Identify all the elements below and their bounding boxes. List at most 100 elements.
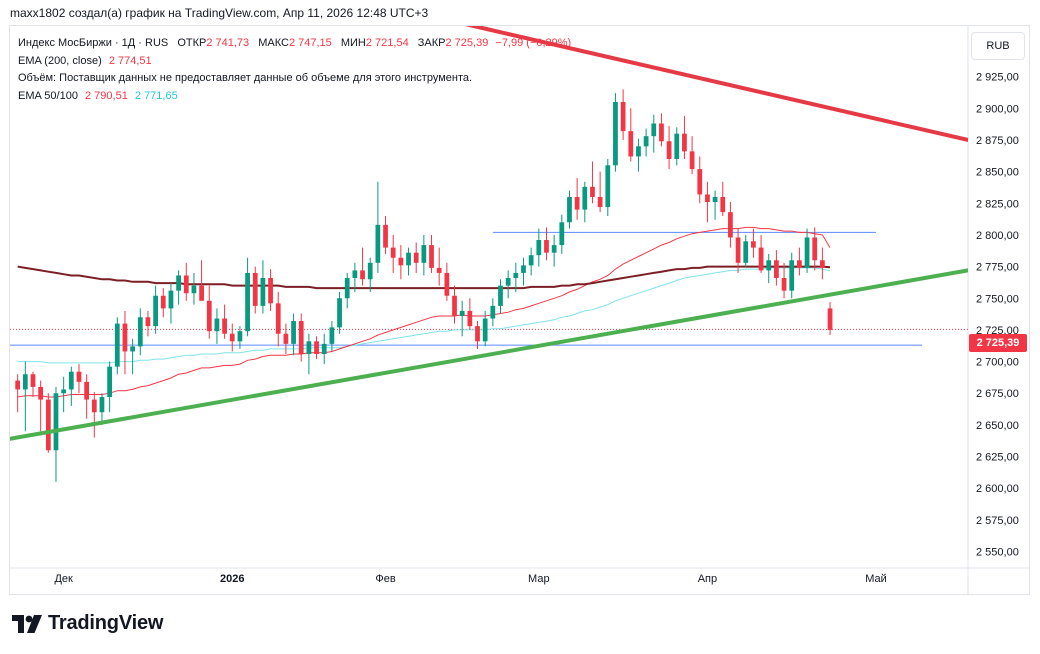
candle-body	[114, 323, 120, 367]
currency-button[interactable]: RUB	[971, 32, 1025, 60]
candle-body	[68, 371, 74, 390]
candle-body	[191, 285, 197, 294]
y-tick-label: 2 900,00	[976, 103, 1019, 115]
candle-body	[597, 196, 603, 208]
candle-body	[582, 186, 588, 210]
candle-body	[475, 326, 480, 342]
y-tick-label: 2 675,00	[976, 388, 1019, 400]
candle-body	[76, 371, 82, 382]
candle-body	[766, 260, 772, 271]
candle-body	[613, 101, 618, 166]
candle-body	[367, 262, 373, 280]
tradingview-logo-icon	[12, 614, 42, 633]
legend-ema100-value: 2 771,65	[134, 89, 178, 102]
legend-ema200-label[interactable]: EMA (200, close)	[18, 54, 102, 67]
candle-body	[728, 212, 733, 238]
candle-body	[567, 196, 572, 223]
candle-body	[789, 260, 795, 291]
legend-close-value: 2 725,39	[445, 37, 489, 49]
candle-body	[352, 270, 358, 279]
candle-body	[429, 245, 434, 268]
legend-ema50100-label[interactable]: EMA 50/100	[18, 89, 78, 102]
y-tick-label: 2 600,00	[976, 483, 1019, 495]
y-tick-label: 2 850,00	[976, 167, 1019, 179]
x-tick-label: Апр	[698, 573, 717, 585]
candle-body	[689, 151, 695, 170]
candle-body	[15, 380, 21, 390]
candle-body	[314, 341, 319, 354]
legend-volume-row: Объём: Поставщик данных не предоставляет…	[18, 70, 571, 88]
legend-symbol[interactable]: Индекс МосБиржи · 1Д · RUS	[18, 37, 169, 49]
candle-body	[229, 333, 235, 342]
legend-volume-text[interactable]: Объём: Поставщик данных не предоставляет…	[18, 72, 473, 84]
candle-body	[321, 343, 327, 354]
candle-body	[482, 318, 488, 342]
legend-close-label: ЗАКР	[417, 37, 446, 49]
legend-change: −7,99 (−0,29%)	[495, 37, 572, 49]
y-tick-label: 2 925,00	[976, 72, 1019, 84]
candle-body	[61, 389, 67, 394]
candle-body	[720, 196, 726, 213]
candle-body	[160, 295, 166, 309]
candle-body	[659, 123, 664, 142]
x-tick-label: Май	[865, 573, 887, 585]
candle-body	[559, 222, 565, 246]
legend-ema200-row: EMA (200, close) 2 774,51	[18, 53, 571, 71]
ema50-line	[17, 226, 831, 398]
candle-body	[797, 260, 802, 268]
candle-body	[337, 298, 342, 328]
chart-caption: maxx1802 создал(а) график на TradingView…	[10, 6, 429, 20]
candle-body	[206, 300, 212, 332]
candle-body	[344, 278, 350, 299]
candle-body	[252, 272, 258, 306]
legend-open-value: 2 741,73	[206, 37, 250, 49]
legend-ema50100-row: EMA 50/100 2 790,51 2 771,65	[18, 88, 571, 106]
candle-body	[176, 275, 181, 291]
candle-body	[99, 397, 105, 413]
candle-body	[636, 146, 641, 157]
green-trendline	[10, 268, 968, 441]
candle-body	[168, 290, 174, 309]
candle-body	[544, 240, 549, 253]
candle-body	[674, 133, 680, 159]
candle-body	[245, 272, 250, 332]
candle-body	[268, 278, 273, 304]
candle-body	[505, 278, 511, 286]
candle-body	[774, 260, 779, 279]
candle-body	[260, 278, 266, 306]
candle-body	[53, 393, 59, 451]
candle-body	[406, 252, 411, 266]
candle-body	[758, 247, 764, 271]
candle-body	[551, 245, 557, 253]
candle-body	[398, 257, 404, 266]
x-tick-label: Фев	[375, 573, 395, 585]
x-tick-label: 2026	[220, 573, 244, 585]
candle-body	[360, 270, 365, 280]
candle-body	[751, 241, 756, 248]
chart-legend: Индекс МосБиржи · 1Д · RUS ОТКР2 741,73 …	[18, 35, 571, 105]
candle-body	[459, 310, 465, 316]
tradingview-logo[interactable]: TradingView	[12, 612, 163, 635]
legend-ema200-value: 2 774,51	[108, 54, 152, 67]
candle-body	[22, 374, 28, 390]
candle-body	[697, 169, 703, 195]
y-tick-label: 2 775,00	[976, 262, 1019, 274]
legend-high-label: МАКС	[258, 37, 289, 49]
candle-body	[291, 321, 296, 344]
candle-body	[605, 165, 611, 208]
candle-body	[413, 252, 419, 263]
legend-low-label: МИН	[340, 37, 366, 49]
candle-body	[84, 381, 90, 400]
candle-body	[183, 275, 189, 294]
y-tick-label: 2 750,00	[976, 293, 1019, 305]
ema100-line	[17, 267, 831, 364]
candle-body	[122, 323, 128, 352]
candle-body	[283, 333, 289, 344]
legend-high-value: 2 747,15	[288, 37, 332, 49]
x-tick-label: Дек	[54, 573, 73, 585]
candle-body	[137, 317, 143, 347]
red-trendline	[464, 26, 968, 142]
candle-body	[651, 123, 657, 137]
candle-body	[199, 285, 204, 301]
